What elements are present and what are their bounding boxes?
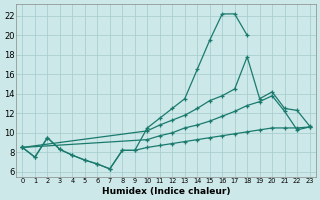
X-axis label: Humidex (Indice chaleur): Humidex (Indice chaleur) — [102, 187, 230, 196]
